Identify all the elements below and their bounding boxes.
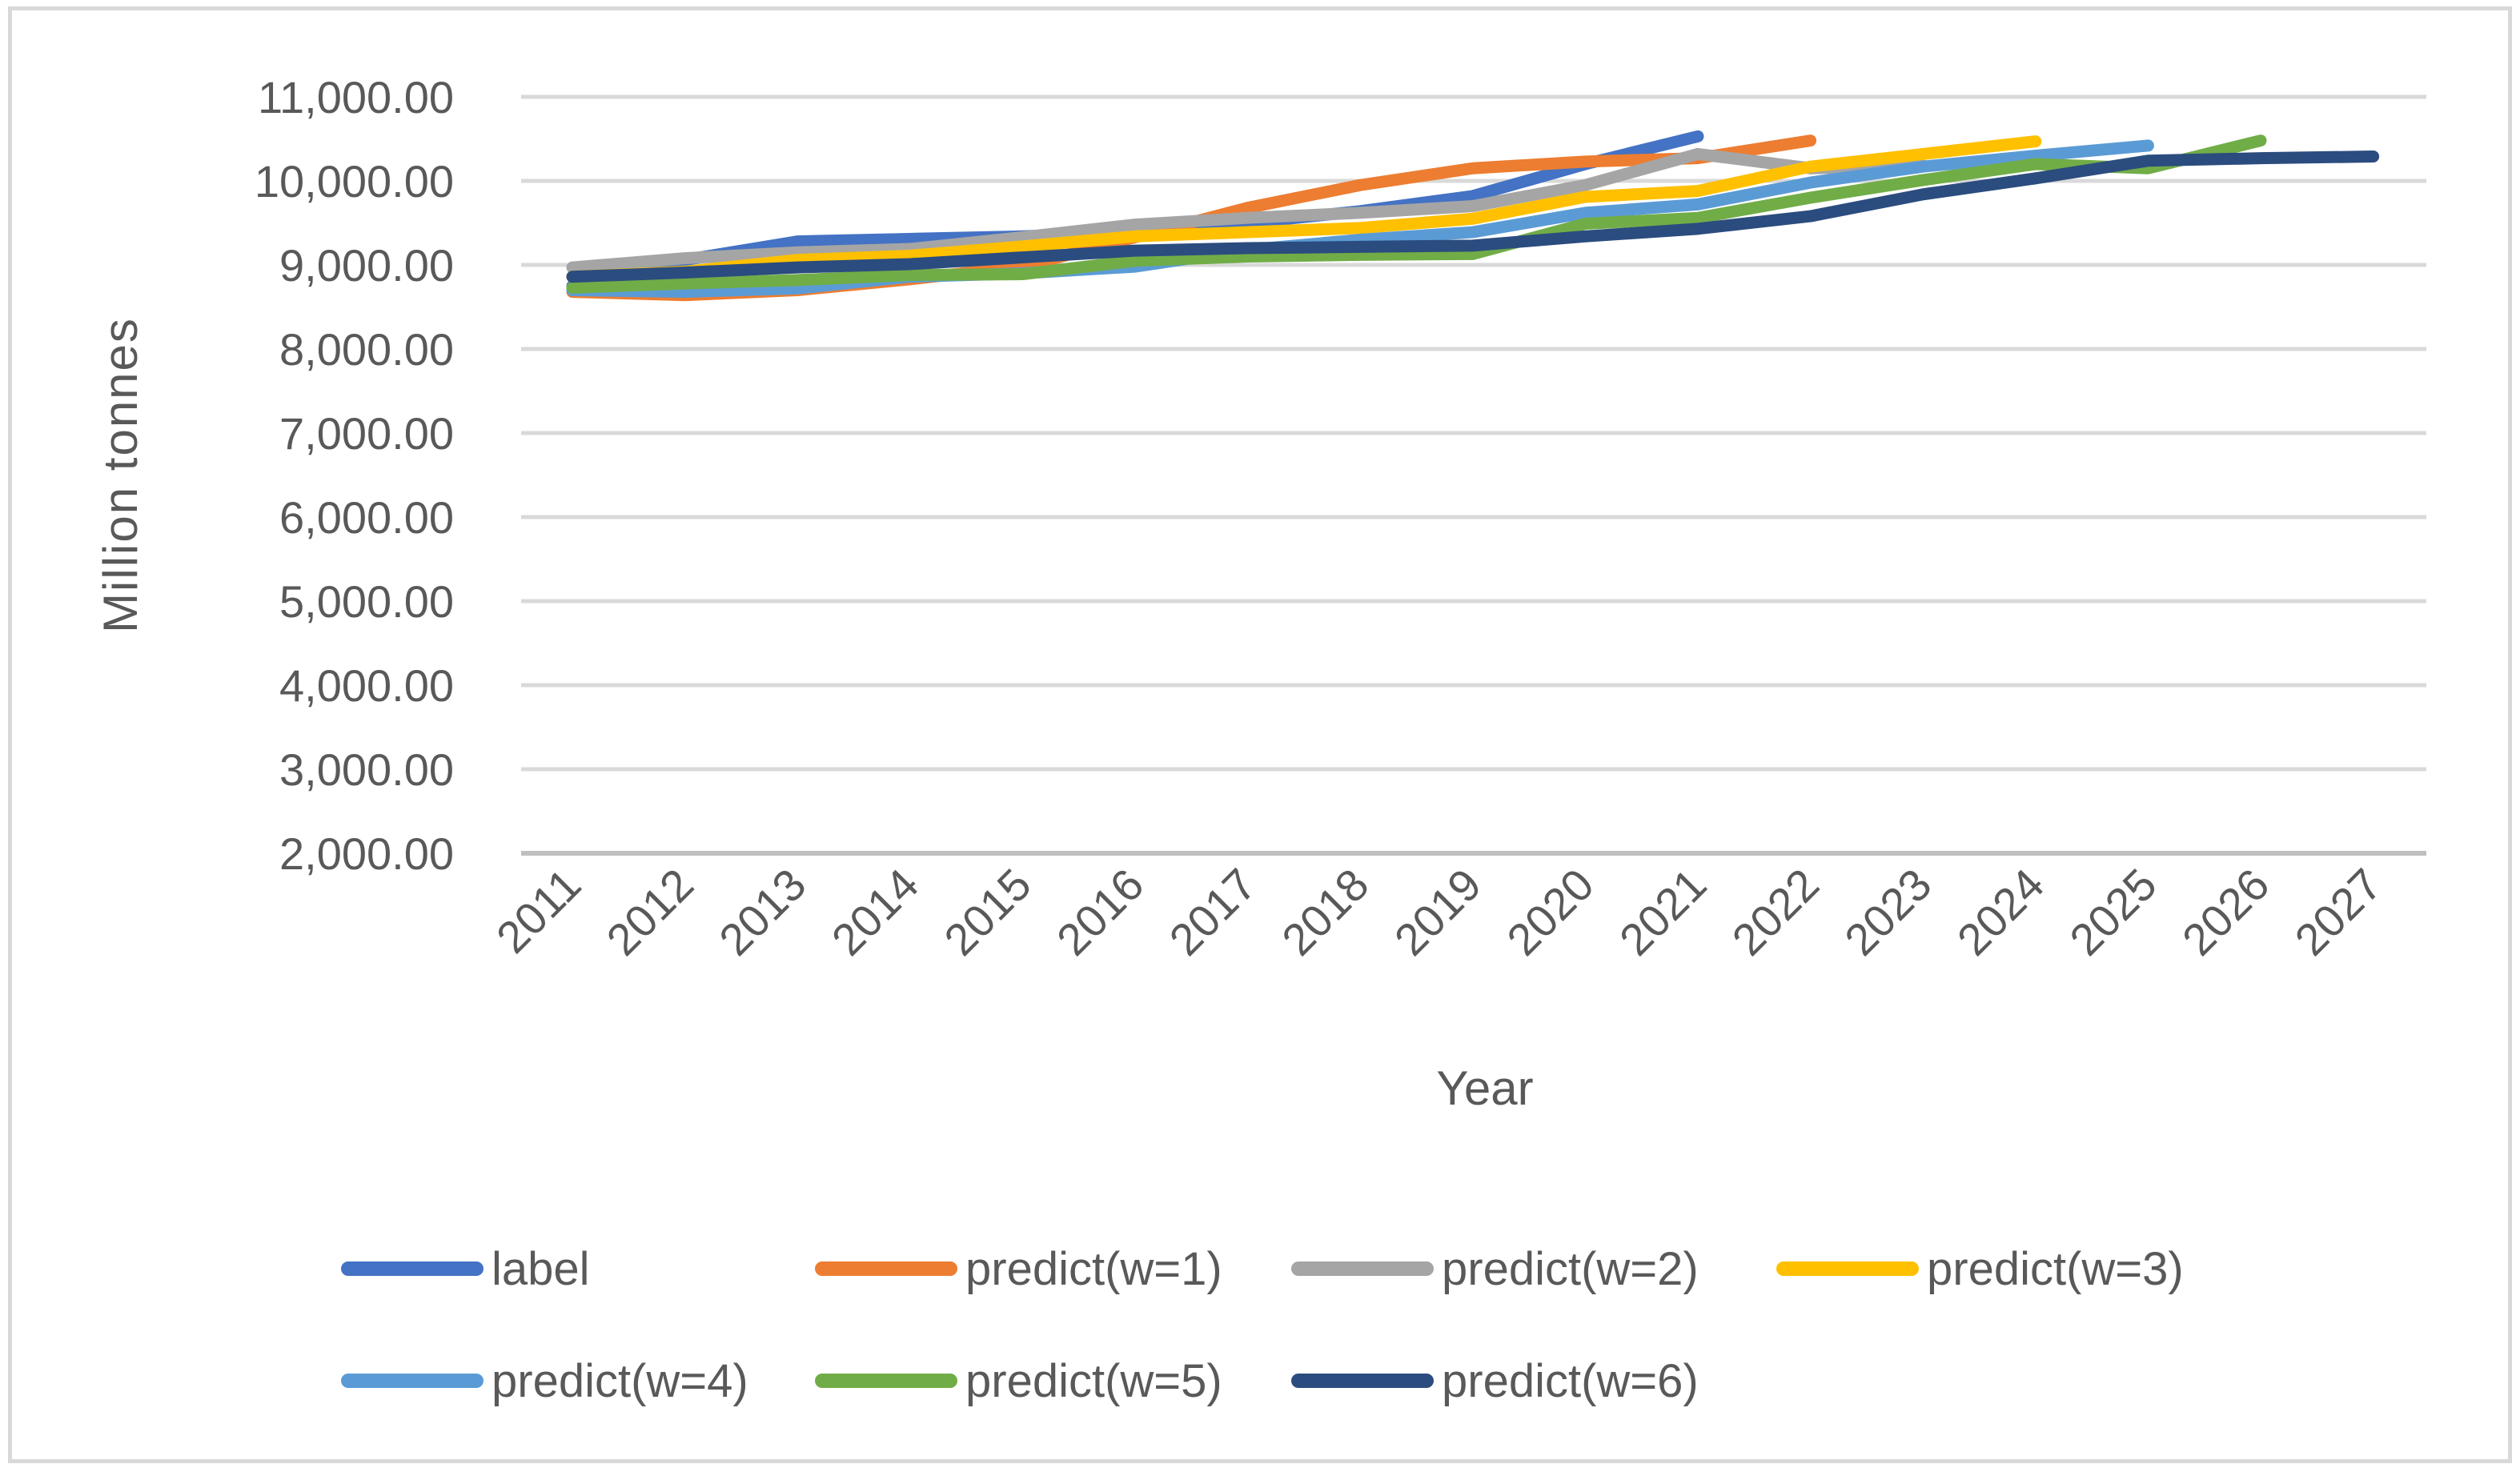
series-line-predict-w6 [566,150,2380,283]
x-tick-label: 2014 [822,859,929,965]
x-tick-label: 2022 [1722,859,1828,965]
x-tick-label: 2023 [1835,859,1941,965]
y-axis-title-text: Million tonnes [93,317,147,633]
y-tick-label: 2,000.00 [279,828,454,879]
series-line-predict-w3 [566,135,2042,283]
x-tick-label: 2011 [487,859,591,963]
x-tick-label: 2013 [709,859,816,965]
y-tick-label: 10,000.00 [255,156,454,207]
x-tick-label: 2019 [1385,859,1491,965]
x-tick-label: 2016 [1047,859,1154,965]
x-tick-label: 2025 [2060,859,2166,965]
y-tick-label: 11,000.00 [258,72,454,122]
y-tick-label: 8,000.00 [279,324,454,375]
y-tick-label: 4,000.00 [279,660,454,711]
x-tick-label: 2015 [934,859,1041,965]
series-line-predict-w4 [566,139,2154,299]
y-tick-label: 3,000.00 [279,744,454,795]
series-line-predict-w5 [566,134,2267,294]
x-tick-label: 2020 [1497,859,1603,965]
chart-frame: 2,000.00 3,000.00 4,000.00 5,000.00 6,000.00… [8,6,2512,1463]
y-axis-title: Million tonnes [68,97,172,853]
y-tick-label: 7,000.00 [279,408,454,459]
y-tick-label: 6,000.00 [279,492,454,543]
chart-plot-area: 2,000.00 3,000.00 4,000.00 5,000.00 6,000.00… [255,72,2426,965]
x-tick-label: 2018 [1272,859,1378,965]
x-axis-title: Year [1436,1061,1534,1115]
x-tick-label: 2012 [596,859,703,965]
x-tick-label: 2027 [2285,859,2391,965]
y-tick-label: 5,000.00 [279,576,454,627]
x-tick-label: 2017 [1159,859,1266,965]
x-tick-label: 2024 [1948,859,2054,965]
x-tick-label: 2026 [2173,859,2279,965]
x-tick-label: 2021 [1610,859,1716,965]
series-line-predict-w2 [566,147,1929,274]
y-tick-label: 9,000.00 [279,240,454,291]
